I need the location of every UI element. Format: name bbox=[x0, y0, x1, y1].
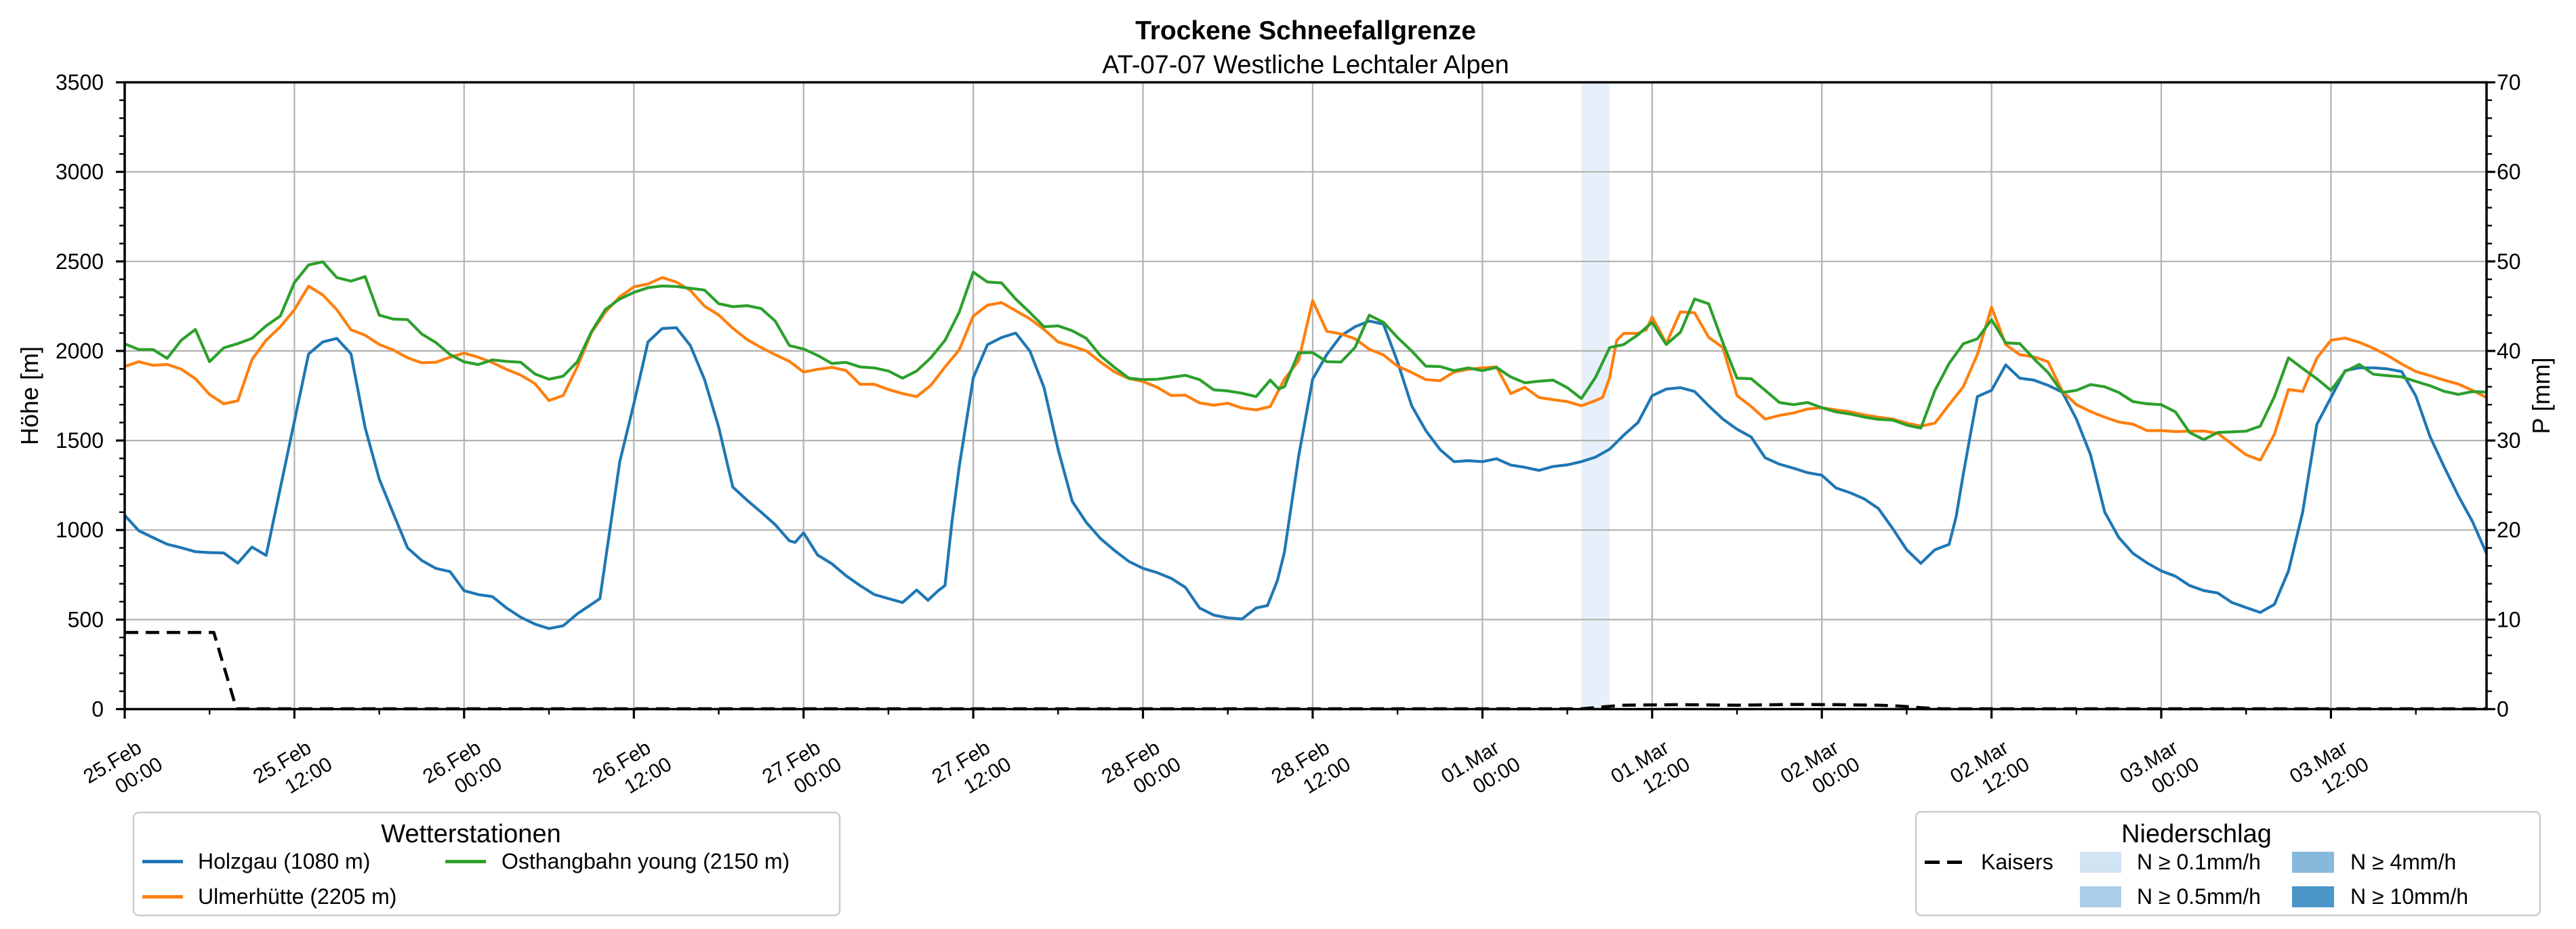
svg-text:AT-07-07 Westliche Lechtaler A: AT-07-07 Westliche Lechtaler Alpen bbox=[1102, 51, 1509, 79]
svg-text:Ulmerhütte (2205 m): Ulmerhütte (2205 m) bbox=[198, 884, 396, 909]
svg-text:P [mm]: P [mm] bbox=[2527, 357, 2555, 434]
svg-text:N ≥ 10mm/h: N ≥ 10mm/h bbox=[2350, 884, 2468, 909]
svg-text:40: 40 bbox=[2497, 339, 2521, 363]
svg-text:70: 70 bbox=[2497, 70, 2521, 95]
svg-text:30: 30 bbox=[2497, 428, 2521, 453]
svg-text:60: 60 bbox=[2497, 160, 2521, 184]
svg-text:0: 0 bbox=[2497, 697, 2509, 722]
svg-text:3000: 3000 bbox=[56, 160, 104, 184]
svg-text:N ≥ 4mm/h: N ≥ 4mm/h bbox=[2350, 850, 2456, 874]
svg-text:N ≥ 0.1mm/h: N ≥ 0.1mm/h bbox=[2137, 850, 2261, 874]
svg-text:Osthangbahn young (2150 m): Osthangbahn young (2150 m) bbox=[502, 849, 790, 873]
svg-text:0: 0 bbox=[91, 697, 104, 722]
svg-text:N ≥ 0.5mm/h: N ≥ 0.5mm/h bbox=[2137, 884, 2261, 909]
svg-text:Holzgau (1080 m): Holzgau (1080 m) bbox=[198, 849, 370, 873]
svg-text:10: 10 bbox=[2497, 607, 2521, 632]
svg-text:Höhe [m]: Höhe [m] bbox=[16, 346, 43, 445]
svg-text:1500: 1500 bbox=[56, 428, 104, 453]
svg-text:2000: 2000 bbox=[56, 339, 104, 363]
svg-text:500: 500 bbox=[68, 607, 104, 632]
svg-text:50: 50 bbox=[2497, 249, 2521, 274]
svg-text:Trockene Schneefallgrenze: Trockene Schneefallgrenze bbox=[1135, 16, 1476, 45]
svg-text:2500: 2500 bbox=[56, 249, 104, 274]
svg-text:3500: 3500 bbox=[56, 70, 104, 95]
svg-text:Niederschlag: Niederschlag bbox=[2121, 820, 2272, 848]
svg-text:Kaisers: Kaisers bbox=[1981, 850, 2053, 874]
svg-text:20: 20 bbox=[2497, 518, 2521, 542]
svg-text:1000: 1000 bbox=[56, 518, 104, 542]
svg-text:Wetterstationen: Wetterstationen bbox=[381, 820, 560, 848]
